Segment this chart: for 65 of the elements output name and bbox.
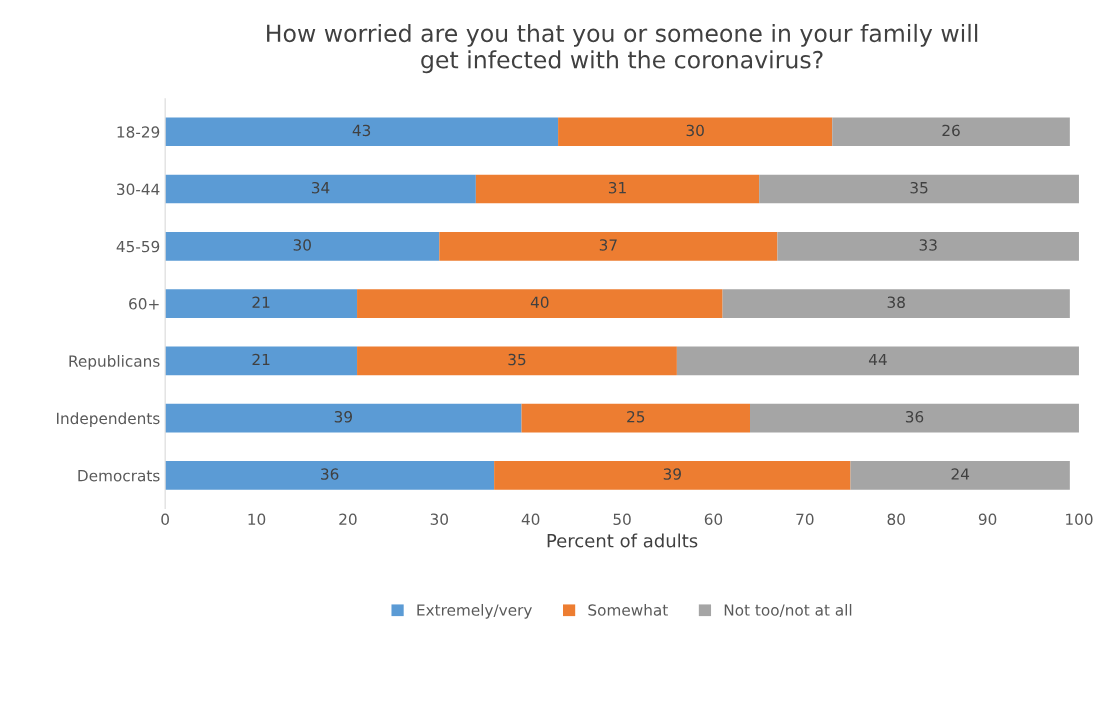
bar <box>722 289 1070 318</box>
bar <box>165 174 476 204</box>
x-tick-label: 90 <box>978 513 997 526</box>
legend-label: Extremely/very <box>417 603 532 619</box>
bar <box>850 461 1070 490</box>
x-tick-label: 70 <box>796 513 814 526</box>
y-tick-label: 60+ <box>129 298 159 310</box>
data-label: 33 <box>919 239 937 251</box>
bar <box>357 346 677 376</box>
x-axis-title: Percent of adults <box>547 533 698 548</box>
bar <box>750 403 1079 433</box>
bar <box>521 403 750 433</box>
bar <box>494 461 851 490</box>
data-label: 34 <box>311 181 330 194</box>
y-tick-label: Democrats <box>78 470 160 482</box>
bar <box>759 174 1079 204</box>
bar <box>165 403 522 433</box>
bar <box>357 289 723 318</box>
y-tick-label: Republicans <box>69 355 160 370</box>
bar <box>832 117 1070 147</box>
data-label: 26 <box>942 124 960 137</box>
data-label: 36 <box>321 468 339 480</box>
y-tick-label: 30-44 <box>117 183 160 196</box>
bar <box>676 346 1079 376</box>
bar <box>475 174 760 204</box>
bar <box>165 289 358 318</box>
chart-title: How worried are you that you or someone in your family will get infected with the coronavirus? <box>267 23 978 74</box>
bar <box>165 231 440 261</box>
x-tick-label: 0 <box>161 513 169 526</box>
data-label: 25 <box>627 411 645 423</box>
data-label: 30 <box>293 239 311 251</box>
data-label: 39 <box>334 411 352 423</box>
bar <box>777 231 1079 261</box>
x-tick-label: 60 <box>704 513 723 526</box>
data-label: 43 <box>352 124 371 137</box>
data-label: 44 <box>868 353 887 366</box>
bar <box>439 231 778 261</box>
data-label: 21 <box>252 296 270 308</box>
data-label: 21 <box>252 353 270 366</box>
data-label: 39 <box>663 468 681 480</box>
bar <box>165 461 495 490</box>
data-label: 35 <box>508 353 526 366</box>
y-tick-label: 45-59 <box>116 240 160 253</box>
data-label: 40 <box>530 296 549 309</box>
x-tick-label: 100 <box>1066 513 1093 526</box>
bar <box>165 117 559 147</box>
data-label: 36 <box>905 411 924 423</box>
x-tick-label: 80 <box>887 513 905 526</box>
x-tick-label: 40 <box>521 513 540 526</box>
data-label: 35 <box>910 181 928 194</box>
data-label: 31 <box>608 181 626 194</box>
x-tick-label: 10 <box>248 513 266 526</box>
legend-label: Somewhat <box>588 603 668 616</box>
x-tick-label: 20 <box>339 513 357 526</box>
y-tick-label: Independents <box>56 412 160 428</box>
x-tick-label: 50 <box>613 513 631 526</box>
bar <box>165 346 358 376</box>
legend-label: Not too/not at all <box>724 603 852 617</box>
data-label: 30 <box>686 124 704 137</box>
x-tick-label: 30 <box>430 513 448 526</box>
bar <box>558 117 833 147</box>
data-label: 24 <box>951 468 970 480</box>
y-tick-label: 18-29 <box>117 126 160 138</box>
data-label: 38 <box>887 296 905 309</box>
data-label: 37 <box>599 239 617 251</box>
